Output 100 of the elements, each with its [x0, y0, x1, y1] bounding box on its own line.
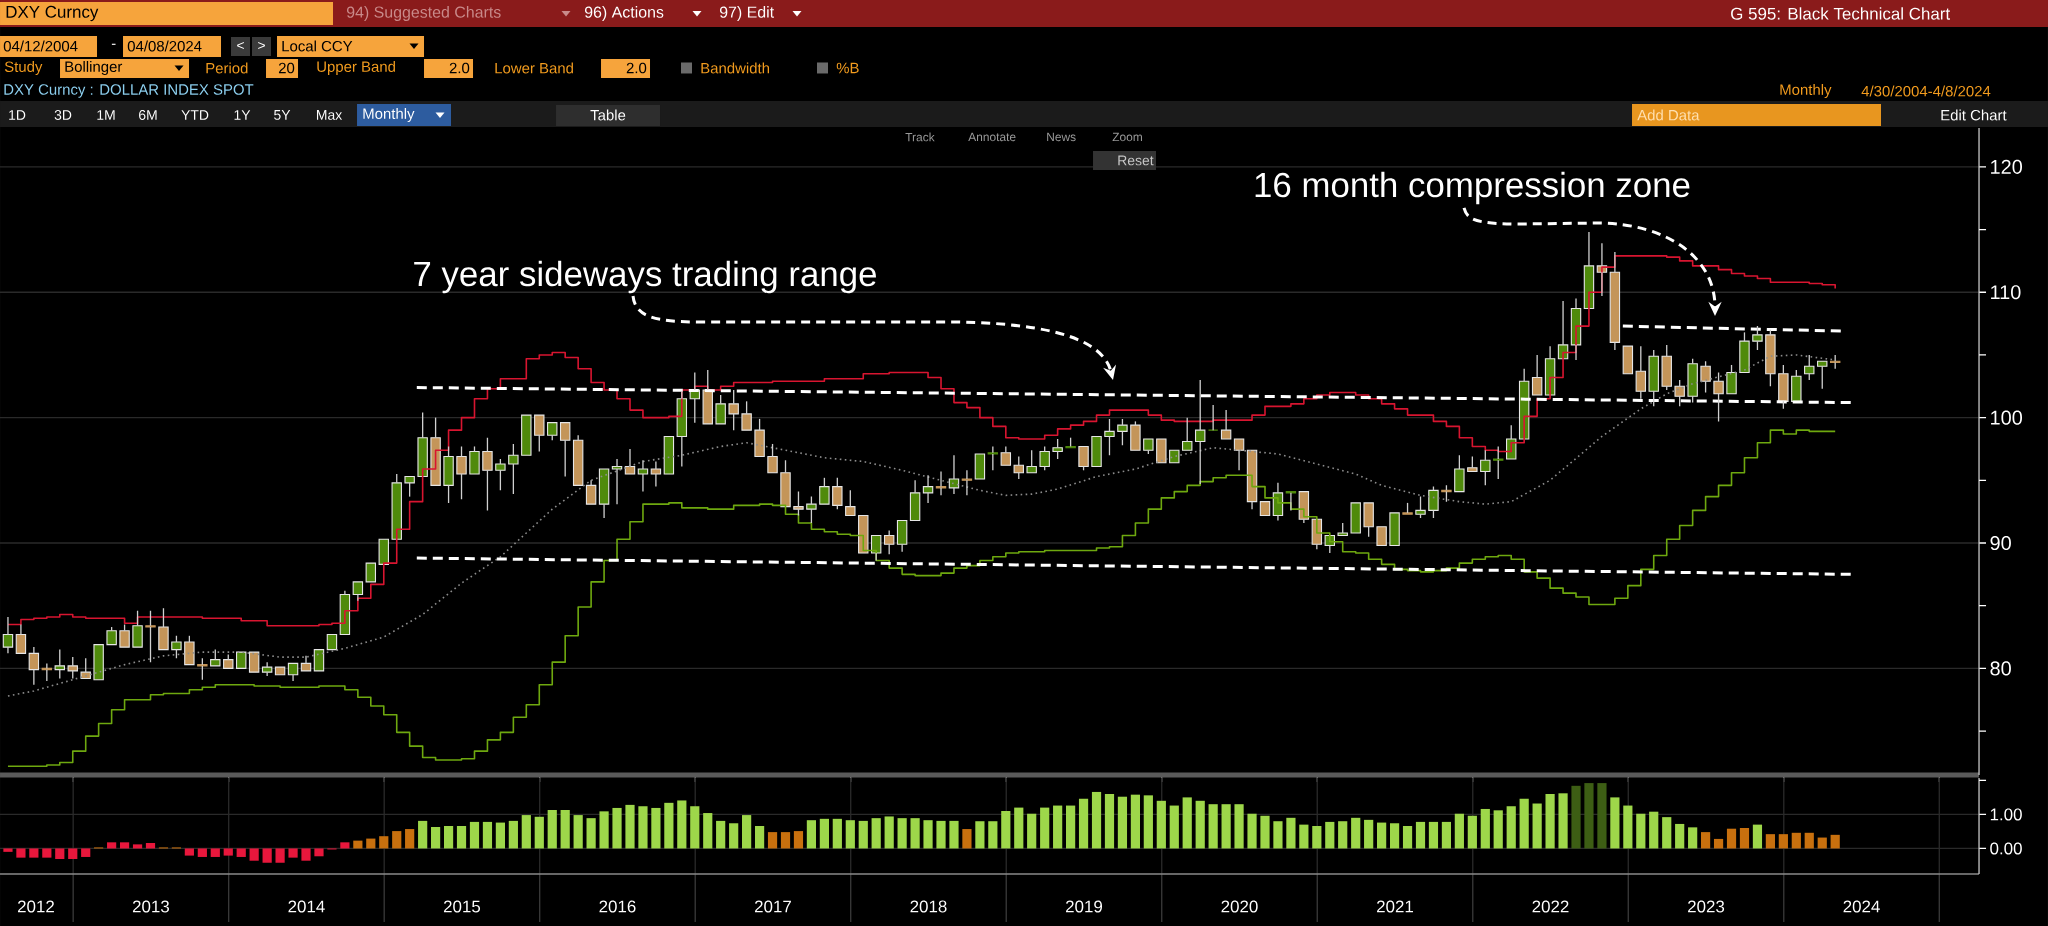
bar [184, 848, 194, 856]
candlestick [987, 445, 999, 471]
bar [1091, 791, 1102, 849]
text: Period [206, 62, 248, 74]
bar [625, 804, 635, 849]
bar [223, 848, 233, 856]
x-tick-label: 2014 [288, 900, 325, 913]
bar [1130, 794, 1141, 849]
candlestick [1182, 416, 1193, 451]
bar [793, 831, 804, 849]
candlestick [1609, 251, 1621, 351]
bar [1066, 805, 1076, 849]
bar [1584, 783, 1594, 849]
candlestick [456, 445, 467, 500]
candlestick [482, 437, 493, 512]
bar [819, 818, 829, 849]
bar [1156, 800, 1166, 849]
candlestick [1156, 438, 1167, 464]
text: 2.0 [626, 62, 647, 74]
x-tick-label: 2020 [1221, 900, 1258, 913]
bar [1325, 821, 1335, 849]
candlestick [1117, 418, 1128, 446]
bar [1636, 813, 1646, 849]
bar [1454, 813, 1464, 849]
bar [288, 848, 298, 858]
text: 04/08/2024 [127, 40, 202, 52]
annotation: Track [905, 132, 935, 142]
bar [301, 848, 311, 861]
bar [1014, 807, 1024, 849]
bar [1506, 806, 1516, 849]
bar [1273, 821, 1283, 849]
bar [42, 848, 52, 858]
bar [1700, 832, 1711, 849]
candlestick [443, 445, 454, 504]
candlestick [1169, 449, 1180, 464]
bar [443, 825, 454, 849]
text: 1D [9, 110, 26, 120]
bar [495, 822, 505, 849]
candlestick [54, 648, 65, 680]
bar [431, 827, 441, 849]
candlestick [1233, 438, 1245, 471]
bar [560, 809, 570, 849]
bar [962, 829, 972, 849]
candlestick [637, 459, 649, 493]
candlestick [948, 454, 960, 495]
annotation: Zoom [1112, 132, 1142, 142]
bar [936, 820, 946, 849]
text: 94) Suggested Charts [346, 6, 501, 21]
text: Table [590, 109, 626, 121]
candlestick [922, 474, 934, 504]
text: Monthly [1780, 84, 1832, 98]
bar [1377, 822, 1387, 849]
candlestick [585, 479, 597, 505]
y-tick-label: 110 [1991, 285, 2021, 300]
bar [1493, 810, 1503, 849]
candlestick [1091, 435, 1102, 468]
candlestick [650, 460, 662, 488]
bar [1364, 819, 1374, 849]
candlestick [508, 443, 519, 495]
bar [379, 836, 389, 849]
candlestick [1493, 445, 1504, 480]
candlestick [1376, 526, 1387, 547]
text: 2.0 [449, 62, 470, 74]
x-tick-label: 2017 [754, 900, 791, 913]
bar [1260, 815, 1270, 849]
annotation: 16 month compression zone [1255, 171, 1690, 205]
text: Monthly [363, 108, 415, 122]
text: 96) Actions [584, 6, 664, 21]
bar [664, 802, 674, 849]
candlestick [1104, 418, 1115, 456]
bar [1415, 821, 1426, 849]
text: Upper Band [317, 61, 395, 75]
bar [534, 816, 544, 849]
candlestick [248, 651, 260, 673]
candlestick [1389, 512, 1400, 547]
bar [975, 821, 985, 849]
candlestick [598, 468, 610, 519]
bar [418, 820, 428, 849]
bar [482, 821, 493, 849]
bar [573, 815, 583, 849]
bar [1713, 838, 1724, 849]
candlestick [287, 662, 299, 682]
bar [1558, 793, 1568, 849]
bar [1752, 824, 1763, 849]
x-tick-label: 2016 [599, 900, 636, 913]
bar [456, 825, 467, 849]
bar [3, 848, 13, 852]
bar [1817, 837, 1827, 849]
bar [1351, 817, 1361, 849]
bar [1791, 832, 1801, 849]
candlestick [611, 458, 623, 505]
text: 5Y [274, 110, 291, 120]
candlestick [313, 649, 325, 672]
text: 97) Edit [719, 6, 775, 21]
text: - [111, 43, 116, 45]
text: Local CCY [282, 40, 353, 52]
bar [767, 832, 778, 849]
bar [508, 820, 518, 849]
x-tick-label: 2019 [1066, 900, 1103, 913]
candlestick [1713, 371, 1724, 423]
